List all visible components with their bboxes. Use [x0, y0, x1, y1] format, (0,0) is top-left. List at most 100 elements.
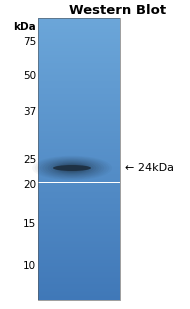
- Polygon shape: [38, 23, 120, 24]
- Polygon shape: [38, 133, 120, 134]
- Polygon shape: [38, 252, 120, 253]
- Polygon shape: [38, 205, 120, 206]
- Text: 75: 75: [23, 37, 36, 47]
- Polygon shape: [38, 179, 120, 180]
- Polygon shape: [38, 259, 120, 260]
- Polygon shape: [38, 280, 120, 281]
- Polygon shape: [38, 165, 120, 166]
- Polygon shape: [38, 81, 120, 82]
- Polygon shape: [38, 61, 120, 62]
- Polygon shape: [38, 207, 120, 208]
- Polygon shape: [38, 19, 120, 20]
- Polygon shape: [38, 73, 120, 74]
- Polygon shape: [38, 20, 120, 21]
- Polygon shape: [38, 215, 120, 216]
- Polygon shape: [38, 71, 120, 72]
- Polygon shape: [38, 112, 120, 113]
- Polygon shape: [38, 256, 120, 257]
- Polygon shape: [38, 269, 120, 270]
- Polygon shape: [38, 116, 120, 117]
- Polygon shape: [38, 70, 120, 71]
- Polygon shape: [38, 193, 120, 194]
- Polygon shape: [38, 101, 120, 102]
- Polygon shape: [38, 178, 120, 179]
- Polygon shape: [38, 219, 120, 220]
- Polygon shape: [38, 294, 120, 295]
- Polygon shape: [38, 237, 120, 238]
- Polygon shape: [38, 28, 120, 29]
- Polygon shape: [38, 213, 120, 214]
- Ellipse shape: [50, 161, 94, 175]
- Polygon shape: [38, 68, 120, 69]
- Polygon shape: [38, 115, 120, 116]
- Polygon shape: [38, 182, 120, 183]
- Polygon shape: [38, 145, 120, 146]
- Polygon shape: [38, 129, 120, 130]
- Polygon shape: [38, 202, 120, 203]
- Polygon shape: [38, 272, 120, 273]
- Polygon shape: [38, 196, 120, 197]
- Polygon shape: [38, 277, 120, 278]
- Polygon shape: [38, 226, 120, 227]
- Text: 15: 15: [23, 219, 36, 229]
- Polygon shape: [38, 249, 120, 250]
- Polygon shape: [38, 191, 120, 192]
- Polygon shape: [38, 132, 120, 133]
- Polygon shape: [38, 43, 120, 44]
- Polygon shape: [38, 167, 120, 168]
- Polygon shape: [38, 53, 120, 54]
- Polygon shape: [38, 143, 120, 144]
- Polygon shape: [38, 187, 120, 188]
- Polygon shape: [38, 91, 120, 92]
- Polygon shape: [38, 52, 120, 53]
- Polygon shape: [38, 227, 120, 228]
- Ellipse shape: [45, 160, 99, 176]
- Polygon shape: [38, 242, 120, 243]
- Polygon shape: [38, 109, 120, 110]
- Polygon shape: [38, 288, 120, 289]
- Polygon shape: [38, 199, 120, 200]
- Polygon shape: [38, 233, 120, 234]
- Polygon shape: [38, 240, 120, 241]
- Polygon shape: [38, 156, 120, 157]
- Polygon shape: [38, 33, 120, 34]
- Polygon shape: [38, 260, 120, 261]
- Polygon shape: [38, 84, 120, 85]
- Polygon shape: [38, 146, 120, 147]
- Polygon shape: [38, 231, 120, 232]
- Polygon shape: [38, 216, 120, 217]
- Polygon shape: [38, 295, 120, 296]
- Ellipse shape: [58, 164, 86, 172]
- Polygon shape: [38, 221, 120, 222]
- Polygon shape: [38, 119, 120, 120]
- Polygon shape: [38, 98, 120, 99]
- Polygon shape: [38, 232, 120, 233]
- Polygon shape: [38, 166, 120, 167]
- Text: 50: 50: [23, 71, 36, 81]
- Polygon shape: [38, 220, 120, 221]
- Polygon shape: [38, 45, 120, 46]
- Polygon shape: [38, 148, 120, 149]
- Polygon shape: [38, 79, 120, 80]
- Polygon shape: [38, 93, 120, 94]
- Polygon shape: [38, 206, 120, 207]
- Polygon shape: [38, 27, 120, 28]
- Polygon shape: [38, 248, 120, 249]
- Polygon shape: [38, 144, 120, 145]
- Polygon shape: [38, 184, 120, 185]
- Polygon shape: [38, 32, 120, 33]
- Polygon shape: [38, 189, 120, 190]
- Polygon shape: [38, 123, 120, 124]
- Polygon shape: [38, 59, 120, 60]
- Polygon shape: [38, 171, 120, 172]
- Polygon shape: [38, 106, 120, 107]
- Polygon shape: [38, 50, 120, 51]
- Polygon shape: [38, 83, 120, 84]
- Polygon shape: [38, 298, 120, 299]
- Polygon shape: [38, 228, 120, 229]
- Polygon shape: [38, 253, 120, 254]
- Polygon shape: [38, 121, 120, 122]
- Polygon shape: [38, 254, 120, 255]
- Polygon shape: [38, 185, 120, 186]
- Polygon shape: [38, 63, 120, 64]
